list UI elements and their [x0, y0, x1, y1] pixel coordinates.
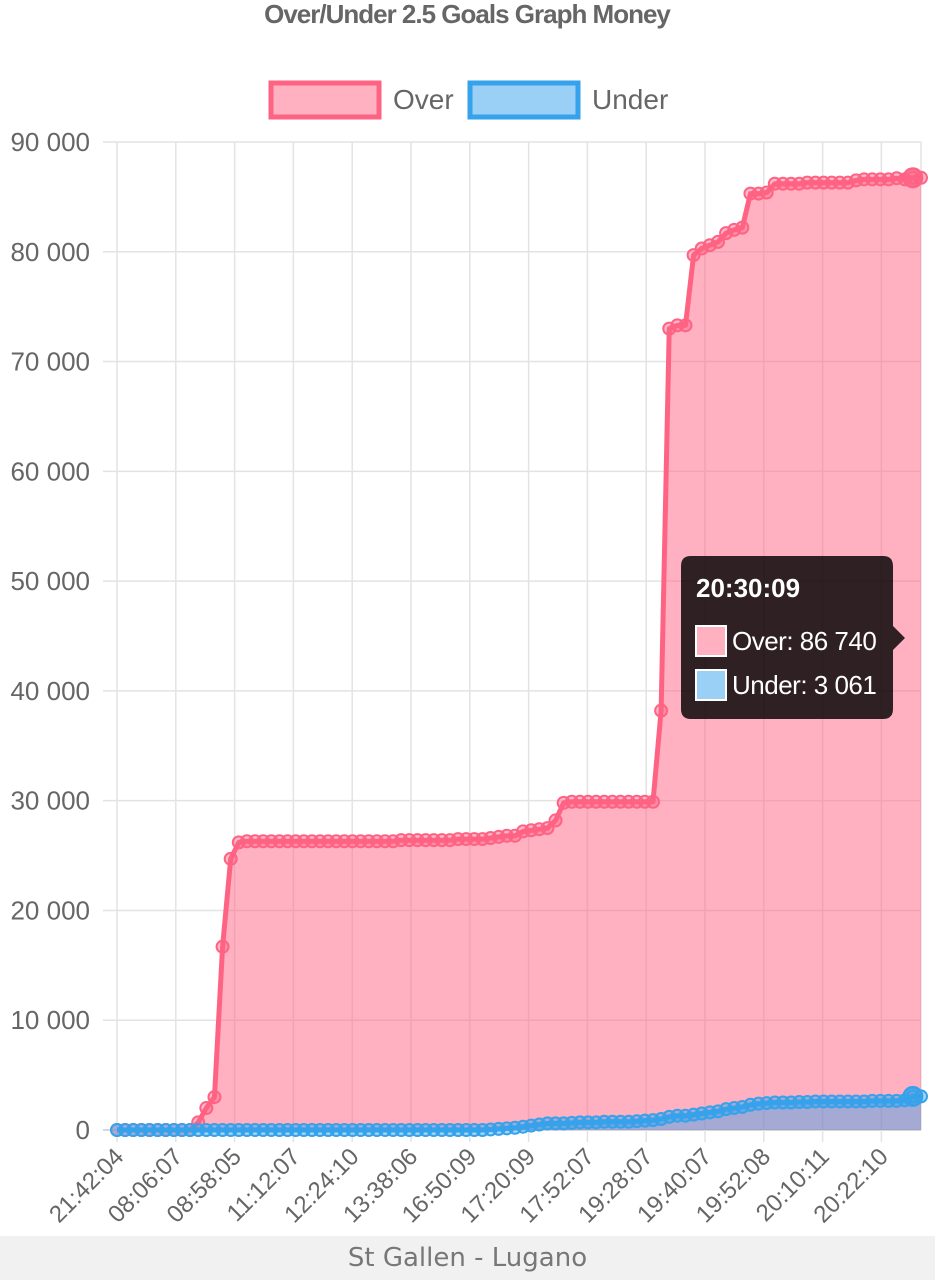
tooltip-over-swatch	[695, 625, 727, 657]
legend-over-label[interactable]: Over	[393, 84, 454, 115]
y-tick-label: 20 000	[10, 895, 90, 925]
tooltip-box	[681, 556, 905, 719]
x-axis: 21:42:0408:06:0708:58:0511:12:0712:24:10…	[44, 1143, 894, 1228]
y-tick-label: 10 000	[10, 1005, 90, 1035]
tooltip: 20:30:09 Over: 86 740 Under: 3 061	[681, 556, 905, 719]
data-point	[646, 794, 660, 809]
series-line	[117, 175, 921, 1133]
legend-under-label[interactable]: Under	[592, 84, 668, 115]
data-point	[548, 813, 563, 828]
tooltip-under-value: Under: 3 061	[732, 670, 876, 700]
y-axis: 0 10 000 20 000 30 000 40 000 50 000 60 000 70 …	[10, 127, 90, 1145]
legend[interactable]: Over Under	[268, 80, 668, 120]
highlight-point-over	[902, 167, 924, 189]
data-point	[710, 234, 725, 249]
data-point	[215, 939, 230, 954]
series-under	[110, 1085, 928, 1137]
series-area	[117, 177, 921, 1131]
y-tick-label: 40 000	[10, 676, 90, 706]
y-tick-label: 90 000	[10, 127, 90, 157]
chart-title: Over/Under 2.5 Goals Graph Money	[264, 0, 671, 29]
data-point	[207, 1090, 222, 1105]
y-tick-label: 70 000	[10, 347, 90, 377]
y-tick-label: 80 000	[10, 237, 90, 267]
series-over	[110, 167, 928, 1137]
legend-under-swatch[interactable]	[467, 80, 581, 120]
tooltip-title: 20:30:09	[696, 573, 800, 603]
y-tick-label: 50 000	[10, 566, 90, 596]
data-point	[735, 220, 750, 235]
data-point	[759, 185, 774, 200]
highlight-point-under	[902, 1085, 924, 1107]
data-point	[678, 318, 693, 333]
series-area	[117, 1096, 921, 1130]
data-point	[223, 851, 238, 866]
match-footer: St Gallen - Lugano	[0, 1236, 935, 1280]
y-tick-label: 60 000	[10, 456, 90, 486]
y-tick-label: 0	[76, 1115, 90, 1145]
match-name: St Gallen - Lugano	[347, 1243, 588, 1273]
tooltip-under-swatch	[695, 669, 727, 701]
y-tick-label: 30 000	[10, 786, 90, 816]
series-line	[117, 1093, 921, 1133]
chart: Over/Under 2.5 Goals Graph Money Over Un…	[10, 0, 928, 1228]
data-point	[199, 1101, 214, 1116]
data-point	[654, 703, 669, 718]
tooltip-over-value: Over: 86 740	[732, 626, 876, 656]
legend-over-swatch[interactable]	[268, 80, 382, 120]
